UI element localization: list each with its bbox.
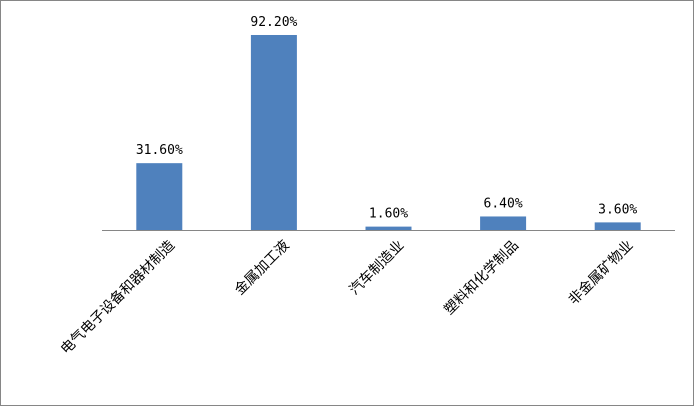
bar bbox=[594, 222, 641, 230]
category-label: 电气电子设备和器材制造 bbox=[57, 237, 178, 358]
data-label: 92.20% bbox=[250, 15, 297, 30]
data-label: 1.60% bbox=[369, 207, 408, 222]
bar bbox=[365, 226, 412, 230]
category-label: 汽车制造业 bbox=[346, 237, 408, 299]
data-label: 31.60% bbox=[136, 143, 183, 158]
bar bbox=[250, 34, 297, 230]
category-label: 非金属矿物业 bbox=[566, 238, 637, 309]
category-label: 塑料和化学制品 bbox=[441, 238, 522, 319]
data-label: 6.40% bbox=[484, 196, 523, 211]
data-label: 3.60% bbox=[598, 202, 637, 217]
category-label: 金属加工液 bbox=[232, 238, 293, 299]
bar bbox=[480, 216, 527, 230]
bar bbox=[136, 163, 183, 230]
